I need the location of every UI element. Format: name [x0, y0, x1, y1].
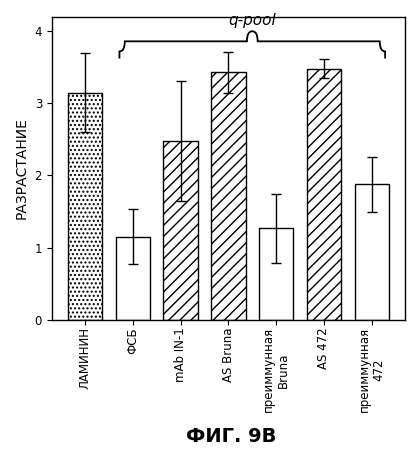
Text: q-pool: q-pool	[228, 14, 276, 28]
Bar	[259, 228, 294, 320]
Bar	[211, 72, 246, 320]
Bar	[116, 237, 150, 320]
Bar	[307, 69, 341, 320]
Y-axis label: РАЗРАСТАНИЕ: РАЗРАСТАНИЕ	[15, 117, 29, 219]
Bar	[163, 141, 198, 320]
Bar	[68, 93, 102, 320]
Text: ФИГ. 9B: ФИГ. 9B	[186, 427, 276, 446]
Bar	[354, 184, 389, 320]
